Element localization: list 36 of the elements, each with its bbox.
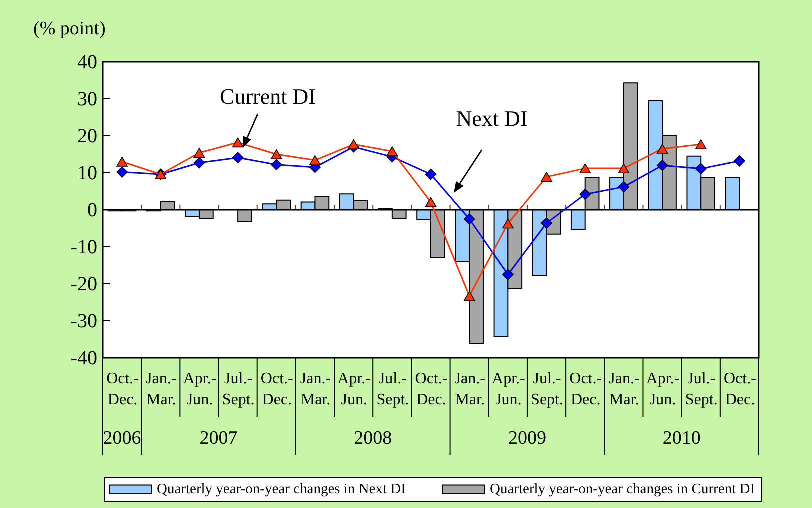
y-tick-label: -20 bbox=[70, 274, 98, 296]
x-tick-label: Apr.- Jun. bbox=[338, 370, 371, 408]
x-tick-label: Jul.- Sept. bbox=[222, 370, 255, 408]
y-tick-label: 20 bbox=[78, 126, 98, 148]
text: 2006 bbox=[103, 428, 142, 449]
text: 2010 bbox=[662, 428, 701, 449]
y-tick-label: 0 bbox=[88, 200, 98, 222]
x-tick-label: Oct.- Dec. bbox=[106, 370, 140, 408]
y-tick-label: -30 bbox=[70, 310, 98, 332]
x-tick-label: Jan.- Mar. bbox=[146, 370, 177, 408]
y-tick-label: 10 bbox=[78, 162, 98, 184]
legend-label: Quarterly year-on-year changes in Current DI bbox=[490, 482, 756, 498]
legend-label: Quarterly year-on-year changes in Next DI bbox=[157, 482, 406, 498]
x-tick-label: Jan.- Mar. bbox=[300, 370, 332, 408]
annotation: Next DI bbox=[456, 106, 528, 131]
x-tick-label: Apr.- Jun. bbox=[646, 370, 680, 408]
x-tick-label: Jul.- Sept. bbox=[685, 370, 718, 408]
x-tick-label: Jul.- Sept. bbox=[531, 370, 564, 408]
y-tick-label: -40 bbox=[70, 348, 98, 370]
x-tick-label: Jan.- Mar. bbox=[609, 370, 640, 408]
x-tick-label: Jul.- Sept. bbox=[376, 370, 410, 408]
text: 2009 bbox=[508, 428, 546, 449]
y-tick-label: -10 bbox=[70, 236, 98, 258]
y-axis-title: (% point) bbox=[34, 18, 106, 40]
x-tick-label: Oct.- Dec. bbox=[260, 370, 294, 408]
text: 2007 bbox=[200, 428, 238, 449]
x-tick-label: Oct.- Dec. bbox=[570, 370, 602, 408]
x-tick-label: Jan.- Mar. bbox=[454, 370, 486, 408]
x-tick-label: Oct.- Dec. bbox=[415, 370, 448, 408]
text: 2008 bbox=[354, 428, 392, 449]
annotation: Current DI bbox=[220, 84, 316, 109]
y-tick-label: 40 bbox=[78, 52, 98, 74]
x-tick-label: Apr.- Jun. bbox=[183, 370, 217, 408]
x-tick-label: Oct.- Dec. bbox=[724, 370, 756, 408]
y-tick-label: 30 bbox=[78, 88, 98, 110]
x-tick-label: Apr.- Jun. bbox=[492, 370, 526, 408]
